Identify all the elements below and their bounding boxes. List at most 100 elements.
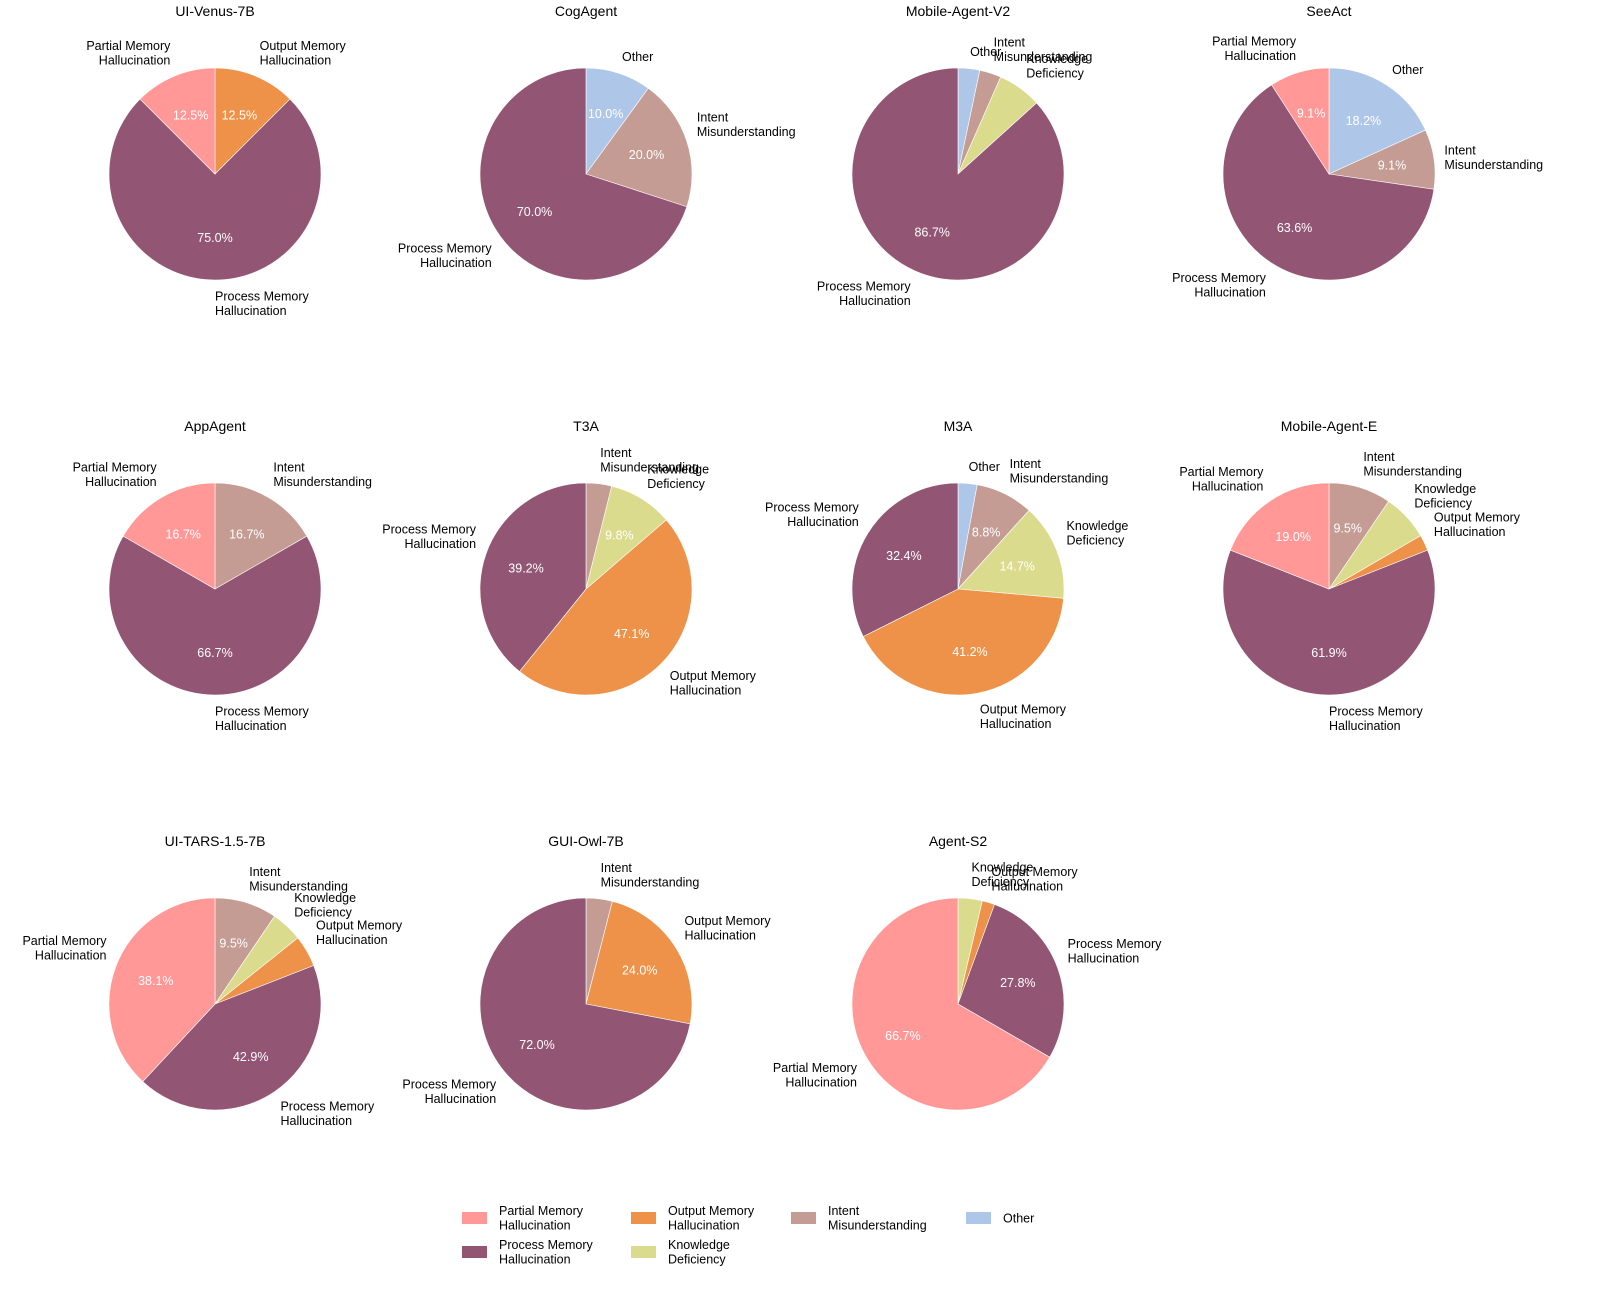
pie-category-label: Intent Misunderstanding	[600, 446, 699, 475]
pie-title: M3A	[944, 418, 973, 434]
legend-swatch	[462, 1246, 487, 1258]
pie-title: UI-TARS-1.5-7B	[165, 833, 266, 849]
pie-category-label: Intent Misunderstanding	[994, 35, 1093, 64]
legend-swatch	[631, 1212, 656, 1224]
pie-pct-label: 16.7%	[229, 527, 264, 541]
pie-pct-label: 75.0%	[197, 231, 232, 245]
pie-pct-label: 9.8%	[605, 528, 634, 542]
pie-category-label: Partial Memory Hallucination	[86, 39, 171, 68]
pie-category-label: Process Memory Hallucination	[215, 705, 310, 734]
legend-label: Knowledge Deficiency	[668, 1238, 730, 1267]
pie-pct-label: 24.0%	[622, 963, 657, 977]
pie-pct-label: 16.7%	[165, 527, 200, 541]
pie-category-label: Process Memory Hallucination	[398, 242, 493, 271]
pie-category-label: Intent Misunderstanding	[1010, 457, 1109, 486]
pie-pct-label: 12.5%	[222, 109, 257, 123]
pie-slice-partial-memory-hallucination	[1230, 482, 1330, 590]
pie-cogagent: CogAgent 10.0% Other 20.0% Intent Misundersta…	[398, 3, 796, 281]
pie-pct-label: 27.8%	[1000, 976, 1035, 990]
pie-slice-partial-memory-hallucination	[108, 897, 216, 1082]
legend-swatch	[631, 1246, 656, 1258]
pie-m3a: M3A Other 8.8% Intent Misunderstanding 14.7% K…	[765, 418, 1128, 731]
pie-pct-label: 9.5%	[219, 937, 248, 951]
pie-slice-process-memory-hallucination	[851, 482, 959, 637]
pie-pct-label: 63.6%	[1277, 221, 1312, 235]
pie-category-label: Process Memory Hallucination	[382, 523, 477, 552]
pie-category-label: Intent Misunderstanding	[601, 861, 700, 890]
legend-swatch	[966, 1212, 991, 1224]
pie-category-label: Partial Memory Hallucination	[1179, 465, 1264, 494]
pie-category-label: Partial Memory Hallucination	[1212, 35, 1297, 64]
pie-category-label: Intent Misunderstanding	[249, 865, 348, 894]
pie-slice-knowledge-deficiency	[957, 509, 1065, 599]
pie-category-label: Knowledge Deficiency	[1026, 52, 1088, 81]
pie-category-label: Output Memory Hallucination	[1434, 511, 1521, 540]
pie-pct-label: 41.2%	[952, 645, 987, 659]
pie-title: GUI-Owl-7B	[548, 833, 623, 849]
pie-pct-label: 20.0%	[629, 148, 664, 162]
pie-category-label: Output Memory Hallucination	[670, 669, 757, 698]
pie-pct-label: 19.0%	[1275, 530, 1310, 544]
pie-ui-venus-7b: UI-Venus-7B 12.5% Output Memory Hallucinati…	[86, 3, 346, 318]
pie-pct-label: 70.0%	[517, 205, 552, 219]
pie-category-label: Intent Misunderstanding	[273, 461, 372, 490]
pie-appagent: AppAgent 16.7% Intent Misunderstanding 66.7%…	[73, 418, 372, 733]
pie-category-label: Intent Misunderstanding	[697, 110, 796, 139]
pie-category-label: Intent Misunderstanding	[1363, 450, 1462, 479]
pie-gui-owl-7b: GUI-Owl-7B Intent Misunderstanding 24.0% Out…	[402, 833, 771, 1111]
legend-item-output-memory-hallucination: Output Memory Hallucination	[631, 1204, 755, 1233]
pie-category-label: Process Memory Hallucination	[765, 500, 860, 529]
pie-category-label: Partial Memory Hallucination	[22, 934, 107, 963]
pie-slice-output-memory-hallucination	[519, 519, 693, 696]
pie-category-label: Knowledge Deficiency	[647, 462, 709, 491]
pie-title: CogAgent	[555, 3, 617, 19]
pie-seeact: SeeAct 18.2% Other 9.1% Intent Misunderstandi…	[1172, 3, 1543, 300]
pie-slice-process-memory-hallucination	[479, 482, 587, 672]
pie-slice-process-memory-hallucination	[479, 897, 691, 1111]
legend-item-process-memory-hallucination: Process Memory Hallucination	[462, 1238, 594, 1267]
pie-pct-label: 10.0%	[588, 107, 623, 121]
pie-mobile-agent-e: Mobile-Agent-E 9.5% Intent Misunderstanding…	[1179, 418, 1520, 733]
pie-title: T3A	[573, 418, 599, 434]
pie-title: Mobile-Agent-V2	[906, 3, 1010, 19]
pie-pct-label: 8.8%	[972, 525, 1001, 539]
pie-category-label: Partial Memory Hallucination	[773, 1061, 858, 1090]
pie-title: SeeAct	[1306, 3, 1351, 19]
pie-category-label: Output Memory Hallucination	[260, 39, 347, 68]
pie-category-label: Knowledge Deficiency	[1414, 482, 1476, 511]
pie-category-label: Other	[970, 45, 1001, 59]
pie-category-label: Process Memory Hallucination	[1329, 705, 1424, 734]
legend-item-intent-misunderstanding: Intent Misunderstanding	[791, 1204, 927, 1233]
pie-slice-output-memory-hallucination	[214, 67, 291, 175]
pie-category-label: Output Memory Hallucination	[992, 865, 1079, 894]
pie-title: AppAgent	[184, 418, 246, 434]
pie-pct-label: 9.1%	[1297, 106, 1326, 120]
pie-category-label: Process Memory Hallucination	[817, 280, 912, 309]
pie-slice-other	[1328, 67, 1426, 175]
legend-label: Process Memory Hallucination	[499, 1238, 594, 1267]
pie-pct-label: 86.7%	[914, 226, 949, 240]
pie-category-label: Knowledge Deficiency	[1067, 519, 1129, 548]
pie-slice-intent-misunderstanding	[585, 87, 693, 208]
pie-slice-process-memory-hallucination	[851, 67, 1065, 281]
pie-category-label: Process Memory Hallucination	[402, 1077, 497, 1106]
pie-slice-partial-memory-hallucination	[122, 482, 216, 590]
pie-pct-label: 9.5%	[1333, 522, 1362, 536]
pie-category-label: Process Memory Hallucination	[1172, 271, 1267, 300]
pie-ui-tars-1-5-7b: UI-TARS-1.5-7B 9.5% Intent Misunderstanding…	[22, 833, 402, 1128]
pie-category-label: Intent Misunderstanding	[1444, 143, 1543, 172]
pie-slice-partial-memory-hallucination	[1271, 67, 1330, 176]
pie-category-label: Process Memory Hallucination	[1068, 937, 1163, 966]
pie-slice-partial-memory-hallucination	[139, 67, 216, 175]
pie-category-label: Knowledge Deficiency	[294, 891, 356, 920]
pie-category-label: Output Memory Hallucination	[684, 914, 771, 943]
legend-label: Other	[1003, 1212, 1034, 1226]
pie-pct-label: 42.9%	[233, 1050, 268, 1064]
legend: Partial Memory Hallucination Process Memor…	[462, 1204, 1034, 1267]
pie-title: Agent-S2	[929, 833, 988, 849]
pie-category-label: Process Memory Hallucination	[280, 1099, 375, 1128]
